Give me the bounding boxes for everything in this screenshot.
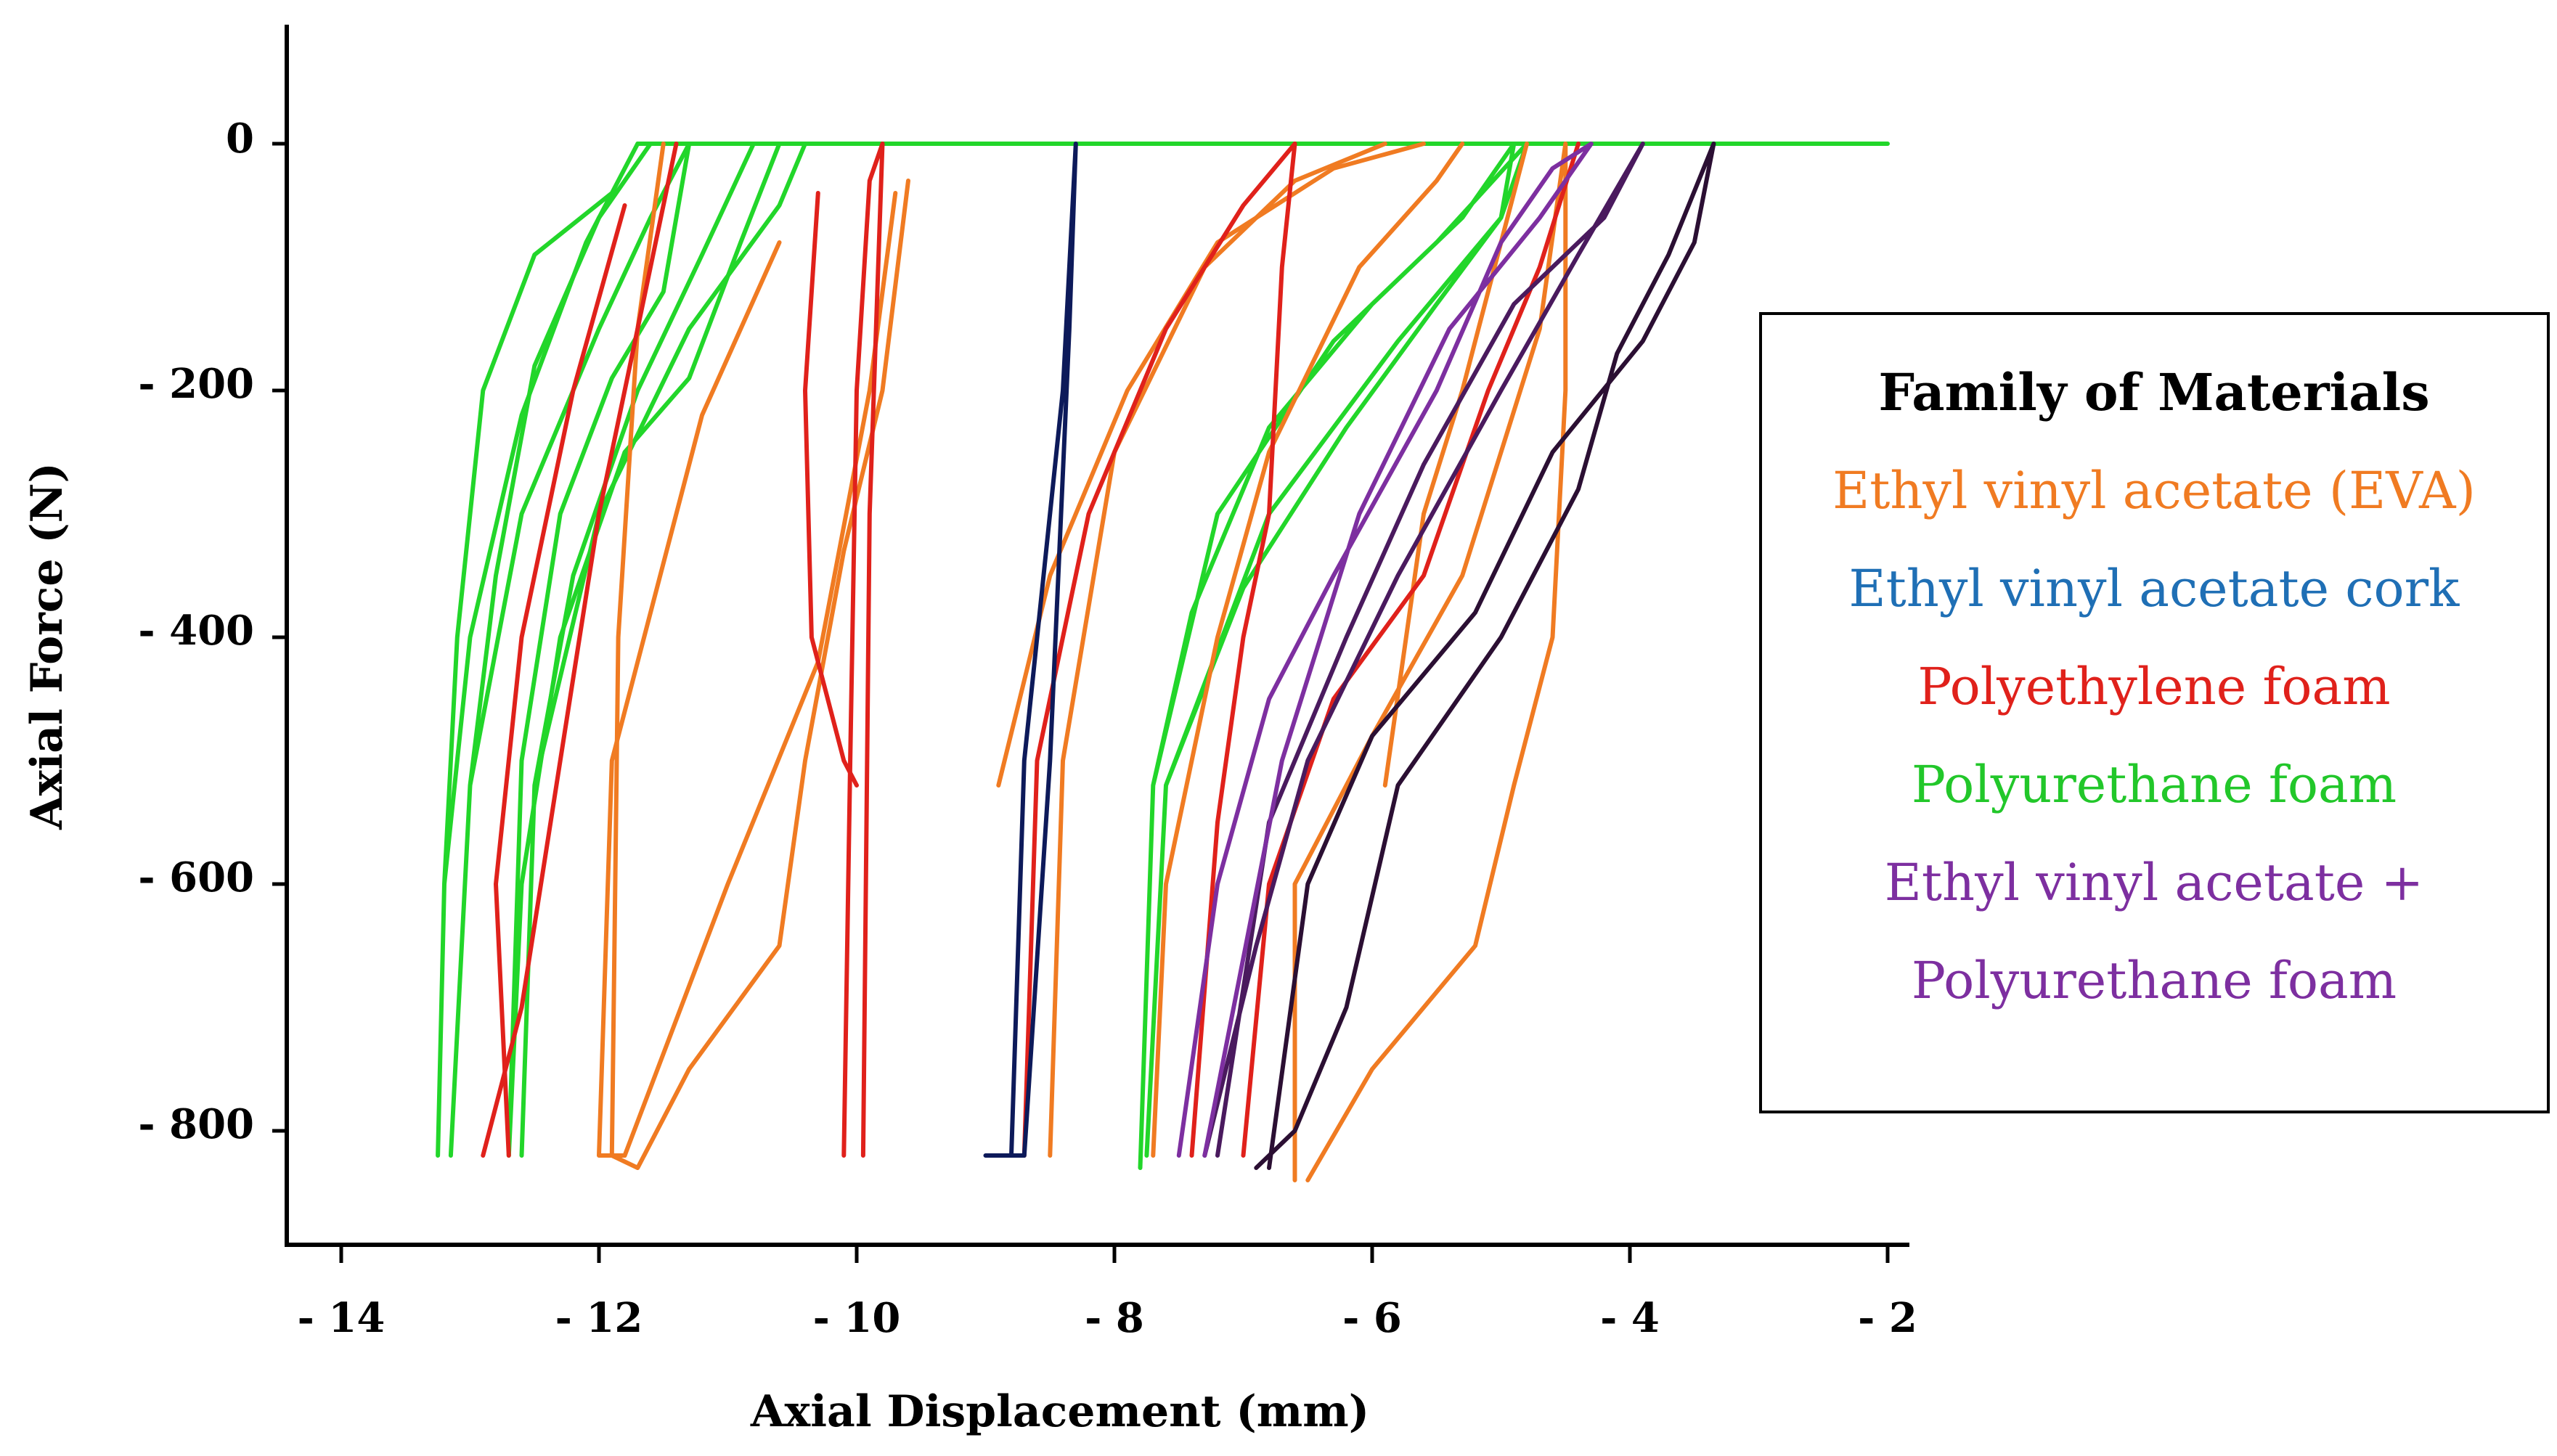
x-tick-label: - 4 [1600, 1294, 1660, 1342]
series-line-eva-7 [1151, 142, 1465, 1158]
x-tick-labels: - 14 - 12 - 10 - 8 - 6 - 4 - 2 [298, 1294, 1917, 1342]
series-line-pe-foam-6 [1241, 142, 1581, 1158]
legend: Family of Materials Ethyl vinyl acetate … [1759, 312, 2550, 1113]
legend-entry-eva-cork: Ethyl vinyl acetate cork [1849, 559, 2460, 618]
legend-entry-eva-plus-pu-line2: Polyurethane foam [1912, 951, 2397, 1010]
y-axis-title: Axial Force (N) [22, 462, 73, 830]
x-tick-label: - 10 [813, 1294, 901, 1342]
series-line-eva-4 [1048, 142, 1387, 1158]
series-line-pu-foam-3 [506, 142, 782, 1158]
series-line-eva-pu-2 [1202, 142, 1645, 1158]
legend-box [1759, 312, 2550, 1113]
series-line-eva-pu-1 [1254, 142, 1716, 1170]
y-tick-label: - 600 [138, 854, 254, 901]
series-line-pu-foam-2 [448, 142, 692, 1158]
y-axis-ticks [272, 142, 287, 1133]
x-tick-label: - 8 [1085, 1294, 1144, 1342]
x-tick-label: - 14 [298, 1294, 386, 1342]
legend-entry-eva-plus-pu-line1: Ethyl vinyl acetate + [1885, 853, 2423, 912]
series-line-eva-pu-3 [1176, 142, 1594, 1158]
x-axis-ticks [339, 1245, 1890, 1263]
y-tick-label: 0 [226, 115, 254, 163]
series-line-pe-foam-1 [481, 142, 679, 1158]
series-line-eva-6 [1382, 142, 1529, 788]
legend-entry-polyurethane-foam: Polyurethane foam [1912, 755, 2397, 814]
series-line-eva-cork [983, 142, 1078, 1158]
series-line-pe-foam-5 [1021, 142, 1297, 1158]
series-line-eva-2 [597, 191, 898, 1158]
y-tick-label: - 400 [138, 607, 254, 655]
x-tick-label: - 12 [555, 1294, 643, 1342]
legend-entry-eva: Ethyl vinyl acetate (EVA) [1832, 461, 2476, 520]
x-tick-label: - 2 [1858, 1294, 1917, 1342]
y-tick-label: - 200 [138, 360, 254, 408]
series-line-pe-foam-3 [841, 142, 885, 1158]
series-line-pe-foam-7 [1189, 142, 1297, 1158]
legend-entry-polyethylene-foam: Polyethylene foam [1917, 657, 2390, 716]
legend-title: Family of Materials [1878, 362, 2429, 422]
x-axis-title: Axial Displacement (mm) [750, 1386, 1369, 1437]
y-tick-labels: 0 - 200 - 400 - 600 - 800 [138, 115, 254, 1148]
y-tick-label: - 800 [138, 1100, 254, 1148]
series-line-pe-foam-2 [494, 203, 627, 1158]
series-line-pe-foam-4 [803, 191, 859, 788]
series-line-pu-foam-6 [1144, 142, 1529, 1158]
series-line-pu-foam-4 [519, 142, 807, 1158]
series-line-pu-foam-5 [1138, 142, 1529, 1170]
series-layer [436, 142, 1890, 1182]
x-tick-label: - 6 [1342, 1294, 1402, 1342]
